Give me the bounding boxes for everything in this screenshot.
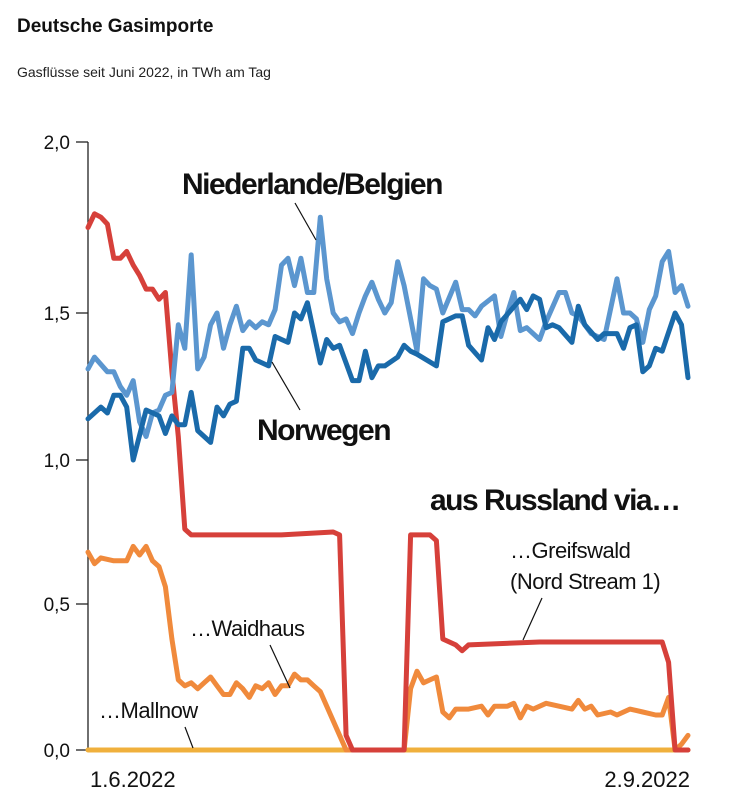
leader-line — [522, 597, 543, 641]
series-line-1 — [85, 214, 691, 439]
label-greifswald: …Greifswald — [510, 538, 630, 563]
y-tick-label: 1,0 — [44, 451, 70, 472]
label-waidhaus: …Waidhaus — [190, 616, 305, 641]
label-nord-stream-1: (Nord Stream 1) — [510, 569, 660, 594]
label-aus-russland: aus Russland via… — [430, 484, 680, 517]
series-line-4 — [85, 543, 691, 753]
y-tick-label: 2,0 — [44, 133, 70, 154]
chart-title: Deutsche Gasimporte — [17, 16, 214, 37]
series-line-3 — [85, 211, 691, 753]
series-lines — [85, 211, 691, 753]
axes: 0,0 0,5 1,0 1,5 2,0 1.6.2022 2.9.2022 — [44, 133, 690, 792]
label-norwegen: Norwegen — [257, 414, 390, 447]
leader-line — [184, 726, 194, 749]
y-tick-label: 1,5 — [44, 304, 70, 325]
x-tick-label: 2.9.2022 — [604, 767, 690, 792]
label-mallnow: …Mallnow — [99, 698, 198, 723]
leader-line — [269, 644, 291, 689]
y-tick-label: 0,5 — [44, 595, 70, 616]
chart-subtitle: Gasflüsse seit Juni 2022, in TWh am Tag — [17, 64, 271, 80]
label-niederlande-belgien: Niederlande/Belgien — [182, 168, 442, 201]
series-line-2 — [85, 293, 691, 463]
x-tick-label: 1.6.2022 — [90, 767, 176, 792]
series-labels: Niederlande/Belgien Norwegen aus Russland … — [99, 168, 681, 749]
leader-line — [271, 361, 301, 411]
y-tick-label: 0,0 — [44, 741, 70, 762]
leader-line — [294, 202, 317, 241]
